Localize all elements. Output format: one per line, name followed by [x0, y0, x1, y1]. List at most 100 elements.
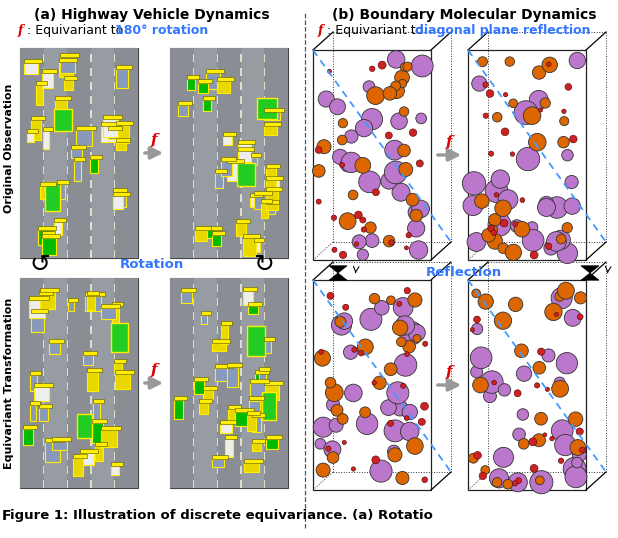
Bar [36, 81, 47, 86]
Circle shape [483, 390, 496, 402]
Bar [116, 65, 132, 69]
Bar [264, 68, 265, 76]
Bar [252, 417, 261, 431]
Bar [240, 312, 242, 320]
Circle shape [543, 433, 547, 437]
Bar [193, 194, 194, 202]
Bar [195, 230, 207, 241]
Bar [108, 126, 122, 130]
Bar [264, 236, 265, 244]
Circle shape [417, 160, 423, 167]
Bar [193, 68, 194, 76]
Bar [45, 182, 60, 211]
Circle shape [542, 349, 555, 362]
Circle shape [510, 220, 523, 232]
Bar [103, 119, 117, 137]
Circle shape [493, 112, 502, 122]
Bar [67, 194, 68, 202]
Circle shape [562, 150, 574, 161]
Bar [265, 48, 288, 258]
Bar [90, 194, 91, 202]
Circle shape [328, 69, 332, 73]
Bar [215, 173, 222, 188]
Text: F: F [2, 509, 12, 523]
Circle shape [399, 321, 423, 345]
Circle shape [339, 251, 347, 258]
Bar [54, 100, 67, 119]
Bar [264, 326, 265, 334]
Circle shape [538, 199, 556, 216]
Bar [68, 298, 78, 302]
Text: ↻: ↻ [253, 253, 274, 277]
Bar [39, 408, 48, 421]
Circle shape [384, 363, 397, 376]
Circle shape [391, 81, 400, 91]
Circle shape [512, 480, 518, 486]
Bar [198, 83, 208, 93]
Bar [264, 452, 265, 460]
Circle shape [409, 129, 417, 137]
Bar [255, 191, 273, 195]
Bar [30, 401, 40, 405]
Bar [114, 48, 138, 258]
Bar [90, 208, 91, 216]
Bar [266, 204, 276, 214]
Bar [43, 382, 44, 390]
Circle shape [580, 447, 585, 453]
Bar [193, 82, 194, 90]
Circle shape [503, 93, 508, 97]
Bar [264, 382, 265, 390]
Bar [264, 82, 265, 90]
Bar [217, 68, 218, 76]
Bar [114, 152, 115, 160]
Circle shape [352, 347, 357, 352]
Bar [264, 284, 265, 292]
Bar [27, 133, 35, 142]
Bar [264, 337, 275, 341]
Circle shape [472, 289, 481, 298]
Bar [114, 326, 115, 334]
Bar [114, 278, 138, 488]
Circle shape [513, 222, 518, 226]
Bar [114, 166, 115, 174]
Circle shape [389, 240, 394, 245]
Circle shape [540, 98, 551, 108]
Bar [213, 231, 225, 235]
Circle shape [488, 225, 497, 235]
Circle shape [418, 419, 425, 426]
Circle shape [516, 147, 540, 171]
Bar [212, 343, 226, 351]
Bar [43, 180, 44, 188]
Bar [247, 326, 265, 356]
Bar [264, 312, 265, 320]
Bar [468, 50, 586, 260]
Bar [240, 110, 242, 118]
Bar [90, 396, 91, 404]
Bar [264, 298, 265, 306]
Bar [114, 138, 115, 146]
Bar [217, 340, 218, 348]
Bar [80, 449, 98, 453]
Bar [264, 138, 265, 146]
Circle shape [463, 196, 483, 216]
Bar [43, 124, 44, 132]
Bar [244, 463, 258, 472]
Bar [43, 340, 44, 348]
Bar [42, 73, 53, 88]
Circle shape [572, 448, 586, 462]
Bar [114, 54, 115, 62]
Bar [90, 382, 91, 390]
Circle shape [489, 214, 501, 226]
Bar [218, 77, 234, 81]
Bar [114, 368, 115, 376]
Bar [90, 250, 91, 258]
Bar [193, 377, 208, 381]
Circle shape [556, 352, 578, 374]
Bar [248, 306, 258, 314]
Bar [217, 180, 218, 188]
Bar [90, 424, 91, 432]
Bar [217, 312, 218, 320]
Bar [217, 410, 218, 418]
Bar [227, 162, 240, 181]
Bar [67, 312, 68, 320]
